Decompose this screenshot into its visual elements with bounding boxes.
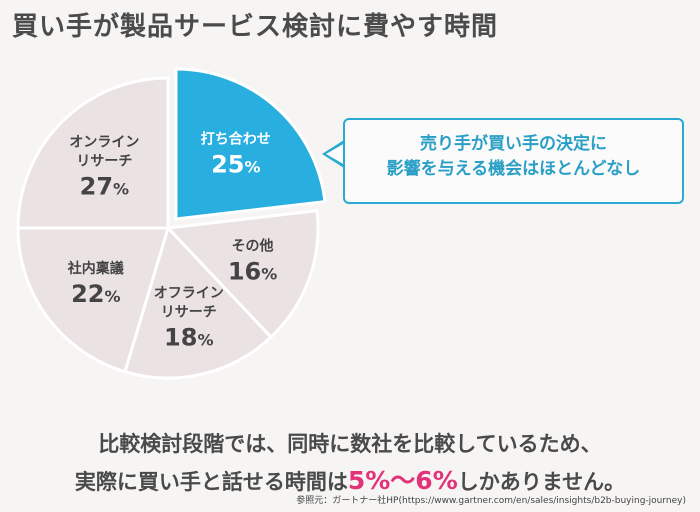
slice-label-2-line-0: オフライン (154, 286, 224, 302)
pie-chart: 打ち合わせ25%その他16%オフラインリサーチ18%社内稟議22%オンラインリサ… (16, 67, 327, 380)
callout-pointer-inner (326, 143, 345, 165)
pie-slice-0 (174, 67, 327, 221)
callout-box: 売り手が買い手の決定に 影響を与える機会はほとんどなし (343, 118, 684, 204)
summary-line-1: 比較検討段階では、同時に数社を比較しているため、 (98, 432, 602, 456)
pie-slice-2 (123, 225, 274, 380)
source-citation: 参照元：ガートナー社HP(https://www.gartner.com/en/… (296, 496, 686, 506)
slice-label-2-line-1: リサーチ (161, 305, 217, 321)
callout-line-1: 売り手が買い手の決定に (420, 134, 607, 154)
page-title: 買い手が製品サービス検討に費やす時間 (12, 12, 499, 42)
pie-slice-3 (16, 226, 171, 374)
slice-label-0-line-0: 打ち合わせ (201, 130, 271, 147)
slice-label-3-line-0: 社内稟議 (67, 260, 124, 277)
slice-label-4-line-0: オンライン (69, 134, 139, 150)
summary-highlight: 5%〜6% (347, 466, 458, 495)
summary-text-after: しかありません。 (457, 470, 626, 494)
summary-line-2: 実際に買い手と話せる時間は5%〜6%しかありません。 (0, 461, 700, 497)
slice-value-0: 25% (211, 150, 260, 178)
slice-value-2: 18% (164, 324, 213, 352)
slice-value-3: 22% (71, 280, 120, 308)
callout-line-2: 影響を与える機会はほとんどなし (386, 158, 641, 179)
pie-slice-4 (16, 76, 170, 230)
slice-label-1-line-0: その他 (232, 237, 274, 254)
slice-value-4: 27% (80, 172, 129, 200)
pie-slice-1 (164, 208, 320, 340)
slice-value-1: 16% (228, 257, 277, 285)
slice-label-4-line-1: リサーチ (76, 153, 132, 169)
summary-text-before: 実際に買い手と話せる時間は (74, 470, 348, 494)
